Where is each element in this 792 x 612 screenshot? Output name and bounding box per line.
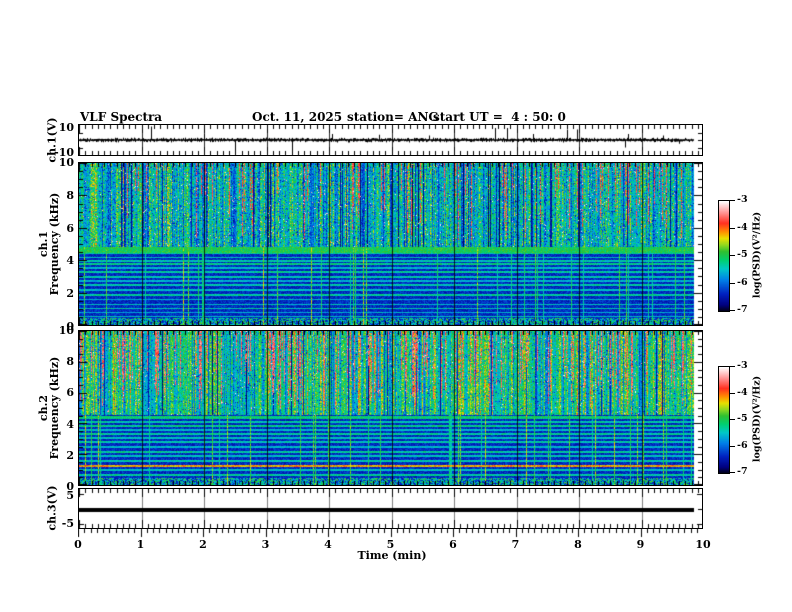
ch2-spec-ytick-label: 8 — [66, 355, 74, 369]
page-title: VLF Spectra — [80, 110, 163, 124]
ch2-frequency-axis-title: ch.2 Frequency (kHz) — [37, 356, 61, 460]
ch1-axis-unit: Frequency (kHz) — [48, 192, 61, 296]
ch2-spec-ytick-label: 10 — [58, 324, 74, 337]
time-tick-label: 3 — [261, 538, 270, 551]
colorbar-tick-label: -7 — [737, 304, 748, 315]
colorbar-tick-mark — [730, 472, 735, 473]
colorbar-tick-mark — [730, 282, 735, 284]
colorbar-tick-label: -6 — [737, 439, 748, 451]
colorbar-tick-mark — [730, 419, 735, 420]
ch1-colorbar — [718, 200, 730, 312]
colorbar-tick-mark — [730, 255, 735, 256]
ch3-voltage-panel — [78, 488, 703, 529]
time-tick-label: 5 — [386, 538, 395, 551]
colorbar-tick-label: -3 — [737, 360, 748, 371]
time-tick-label: 9 — [636, 538, 645, 551]
ch3v-ytick-top: 5 — [66, 489, 74, 502]
ch2-axis-unit: Frequency (kHz) — [48, 356, 61, 460]
colorbar-tick-label: -5 — [737, 413, 748, 424]
ch1-spec-ytick-label: 2 — [66, 287, 74, 301]
colorbar-tick-label: -4 — [737, 221, 748, 233]
colorbar-tick-mark — [730, 227, 735, 229]
ch1-spec-ytick-label: 10 — [58, 156, 74, 169]
ch1-spectrogram-panel — [78, 162, 703, 326]
colorbar-tick-mark — [730, 366, 735, 367]
time-tick-label: 4 — [324, 538, 332, 551]
bottom-axis-ticks — [78, 529, 703, 541]
ch1-spec-ytick-label: 0 — [66, 320, 74, 333]
ch1-frequency-axis-title: ch.1 Frequency (kHz) — [37, 192, 61, 296]
ch2-colorbar-title: log(PSD)(V²/Hz) — [751, 375, 763, 463]
time-tick-label: 1 — [136, 538, 145, 551]
colorbar-tick-mark — [730, 200, 735, 201]
ch1-spec-ytick-label: 6 — [66, 221, 74, 235]
ch1-spectrogram-canvas — [79, 163, 702, 325]
time-tick-label: 2 — [199, 538, 207, 551]
colorbar-tick-label: -3 — [737, 194, 748, 205]
colorbar-tick-mark — [730, 392, 735, 394]
ch1v-ytick-bottom: -10 — [54, 146, 74, 159]
ch1-spec-ytick-label: 4 — [66, 254, 74, 268]
time-tick-label: 6 — [449, 538, 457, 551]
ch1-voltage-panel — [78, 124, 703, 156]
colorbar-tick-mark — [730, 445, 735, 447]
station-label: station= ANG — [347, 110, 439, 124]
time-tick-label: 8 — [574, 538, 582, 551]
ch1-waveform-canvas — [79, 125, 702, 155]
colorbar-tick-label: -4 — [737, 386, 748, 398]
time-axis-title: Time (min) — [357, 549, 427, 562]
ch2-spec-ytick-label: 2 — [66, 448, 74, 462]
ch3-waveform-canvas — [79, 489, 702, 528]
ch1v-ytick-top: 10 — [58, 121, 74, 134]
time-tick-label: 7 — [511, 538, 520, 551]
colorbar-tick-label: -5 — [737, 249, 748, 260]
ch1-spec-ytick-label: 8 — [66, 188, 74, 202]
ch1-colorbar-title: log(PSD)(V²/Hz) — [751, 211, 763, 299]
colorbar-tick-label: -7 — [737, 466, 748, 477]
ch2-spec-ytick-label: 0 — [66, 480, 74, 493]
ch3v-ytick-bottom: -5 — [61, 517, 74, 530]
colorbar-tick-label: -6 — [737, 276, 748, 288]
time-tick-label: 10 — [695, 538, 711, 551]
ch2-spectrogram-panel — [78, 330, 703, 486]
ch2-colorbar — [718, 366, 730, 474]
date-label: Oct. 11, 2025 — [252, 110, 343, 124]
time-tick-label: 0 — [74, 538, 82, 551]
colorbar-tick-mark — [730, 310, 735, 311]
start-ut-label: start UT = 4 : 50: 0 — [433, 110, 566, 124]
ch2-spec-ytick-label: 4 — [66, 417, 74, 431]
ch2-spectrogram-canvas — [79, 331, 702, 485]
ch2-spec-ytick-label: 6 — [66, 386, 74, 400]
